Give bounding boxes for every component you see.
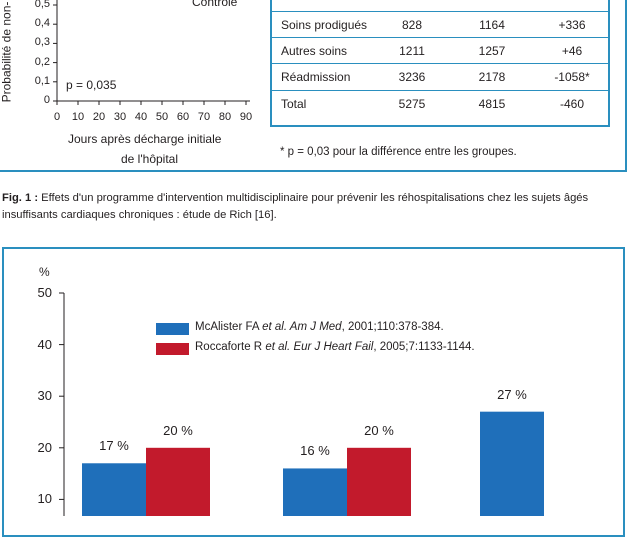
table-cell-b: 2178 xyxy=(478,70,506,84)
bar-series2-group2 xyxy=(347,447,411,516)
legend-entry-1: McAlister FA et al. Am J Med, 2001;110:3… xyxy=(195,321,444,333)
table-row: Soins prodigués 828 1164 +336 xyxy=(272,11,608,38)
x-tick-label: 0 xyxy=(53,111,61,123)
table-cell-diff: +336 xyxy=(558,18,586,32)
table-cell-label: Soins prodigués xyxy=(281,18,368,32)
y-tick-label: 0,5 xyxy=(34,0,50,10)
table-cell-label: Total xyxy=(281,97,307,111)
table-cell-a: 828 xyxy=(401,18,423,32)
table-footnote: * p = 0,03 pour la différence entre les … xyxy=(280,146,517,158)
bar-series1-group1 xyxy=(82,463,146,516)
bar-y-unit: % xyxy=(39,265,50,279)
x-axis-title-line2: de l'hôpital xyxy=(121,152,178,166)
y-tick-label: 0,1 xyxy=(34,74,50,87)
legend-entry-2: Roccaforte R et al. Eur J Heart Fail, 20… xyxy=(195,341,475,353)
bar-data-label: 20 % xyxy=(364,422,394,438)
p-value-label: p = 0,035 xyxy=(66,78,117,92)
x-tick-label: 70 xyxy=(197,111,211,123)
table-cell-a: 5275 xyxy=(398,97,426,111)
legend-swatch-1 xyxy=(156,323,189,335)
bar-series1-group2 xyxy=(283,468,347,516)
x-tick-label: 80 xyxy=(218,111,232,123)
legend-swatch-2 xyxy=(156,343,189,355)
bar-chart: % 10 20 30 40 50 17 % 16 % 27 % 20 % 20 % McAlis… xyxy=(37,265,544,516)
top-figure-frame xyxy=(0,0,627,172)
table-cell-b: 1164 xyxy=(479,18,505,32)
bar-y-tick-label: 10 xyxy=(37,491,52,507)
x-tick-label: 10 xyxy=(71,111,85,123)
table-cell-diff: +46 xyxy=(561,44,583,58)
y-tick-label: 0,3 xyxy=(34,36,50,49)
x-tick-label: 30 xyxy=(113,111,127,123)
y-tick-label: 0,2 xyxy=(34,55,50,68)
cost-table: Soins prodigués 828 1164 +336 Autres soins 12… xyxy=(270,0,610,127)
bar-data-label: 17 % xyxy=(99,438,129,454)
bar-data-label: 20 % xyxy=(163,422,193,438)
bar-y-tick-label: 50 xyxy=(37,285,52,300)
table-cell-b: 4815 xyxy=(478,97,506,111)
bar-y-tick-label: 30 xyxy=(37,388,52,404)
x-tick-label: 20 xyxy=(92,111,106,123)
bar-y-tick-label: 40 xyxy=(37,336,52,352)
table-row: Autres soins 1211 1257 +46 xyxy=(272,37,608,64)
table-cell-a: 1211 xyxy=(399,44,425,58)
table-row: Total 5275 4815 -460 xyxy=(272,90,608,117)
x-tick-label: 90 xyxy=(239,111,253,123)
table-cell-diff: -1058* xyxy=(554,70,590,84)
caption-text: Effets d'un programme d'intervention mul… xyxy=(2,192,589,221)
bar-data-label: 16 % xyxy=(300,443,330,459)
bar-series1-group3 xyxy=(480,411,544,516)
bar-series2-group1 xyxy=(146,447,210,516)
bar-y-tick-label: 20 xyxy=(37,439,52,455)
caption-label: Fig. 1 : xyxy=(2,192,39,204)
survival-chart: Probabilité de non- 0,5 0,4 0,3 0,2 0,1 0 0 10… xyxy=(0,0,260,170)
x-tick-label: 40 xyxy=(134,111,148,123)
bar-data-label: 27 % xyxy=(497,386,527,402)
x-tick-label: 50 xyxy=(155,111,169,123)
x-tick-label: 60 xyxy=(176,111,190,123)
table-cell-b: 1257 xyxy=(478,44,506,58)
table-row: Réadmission 3236 2178 -1058* xyxy=(272,63,608,90)
series-label-controle: Contrôle xyxy=(192,0,238,9)
table-cell-label: Autres soins xyxy=(281,44,348,58)
y-tick-label: 0 xyxy=(43,94,50,106)
survival-axes xyxy=(53,0,250,105)
x-axis-title-line1: Jours après décharge initiale xyxy=(68,132,222,146)
table-cell-a: 3236 xyxy=(398,70,426,84)
bar-chart-svg xyxy=(59,292,544,516)
table-cell-label: Réadmission xyxy=(281,70,351,84)
y-tick-label: 0,4 xyxy=(34,17,50,30)
figure-caption: Fig. 1 : Effets d'un programme d'interve… xyxy=(2,190,626,224)
table-cell-diff: -460 xyxy=(559,97,585,111)
